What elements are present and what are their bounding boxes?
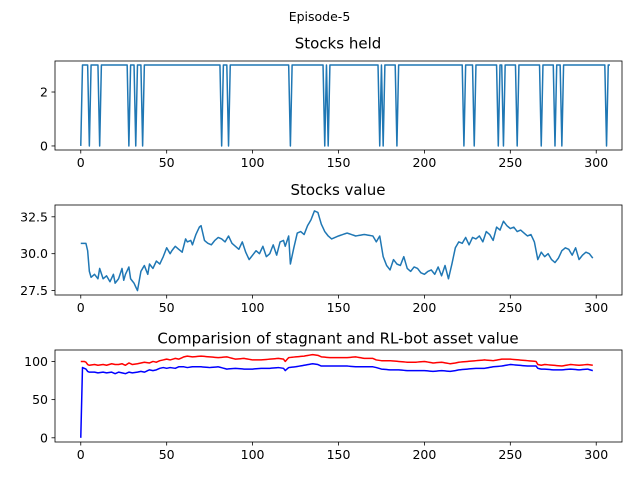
x-tick-label: 300 (584, 155, 608, 170)
y-tick-label: 100 (24, 354, 48, 369)
y-tick-label: 27.5 (20, 283, 48, 298)
subplot-title: Stocks value (290, 181, 385, 199)
x-tick-label: 150 (327, 447, 351, 462)
y-tick-label: 2 (40, 85, 48, 100)
subplot-title: Stocks held (295, 35, 382, 53)
x-tick-label: 100 (241, 447, 265, 462)
x-tick-label: 250 (498, 300, 522, 315)
y-tick-label: 32.5 (20, 209, 48, 224)
x-tick-label: 250 (498, 447, 522, 462)
series-line (80, 64, 610, 147)
x-tick-label: 200 (412, 447, 436, 462)
y-tick-label: 0 (40, 138, 48, 153)
subplot-stocks-value: Stocks value 0 50 100 150 200 250 300 27.5 30.0 3… (20, 181, 623, 315)
y-tick-label: 50 (32, 392, 48, 407)
x-tick-label: 300 (584, 300, 608, 315)
x-tick-label: 0 (77, 300, 85, 315)
x-tick-label: 50 (159, 447, 175, 462)
x-tick-label: 50 (159, 155, 175, 170)
y-tick-label: 0 (40, 430, 48, 445)
figure-suptitle: Episode-5 (289, 9, 351, 24)
x-tick-label: 0 (77, 155, 85, 170)
x-tick-label: 300 (584, 447, 608, 462)
series-line (80, 210, 594, 292)
x-tick-label: 150 (327, 300, 351, 315)
y-tick-label: 30.0 (20, 246, 48, 261)
x-tick-label: 100 (241, 300, 265, 315)
x-tick-label: 200 (412, 300, 436, 315)
x-tick-label: 200 (412, 155, 436, 170)
subplot-title: Comparision of stagnant and RL-bot asset… (157, 330, 518, 348)
series-line (80, 362, 593, 438)
series-line (80, 353, 593, 367)
x-tick-label: 250 (498, 155, 522, 170)
x-tick-label: 100 (241, 155, 265, 170)
x-tick-label: 50 (159, 300, 175, 315)
x-tick-label: 0 (77, 447, 85, 462)
x-tick-label: 150 (327, 155, 351, 170)
subplot-stocks-held: Stocks held 0 50 100 150 200 250 300 0 2 (40, 35, 623, 170)
subplot-asset-value-comparison: Comparision of stagnant and RL-bot asset… (24, 330, 623, 462)
